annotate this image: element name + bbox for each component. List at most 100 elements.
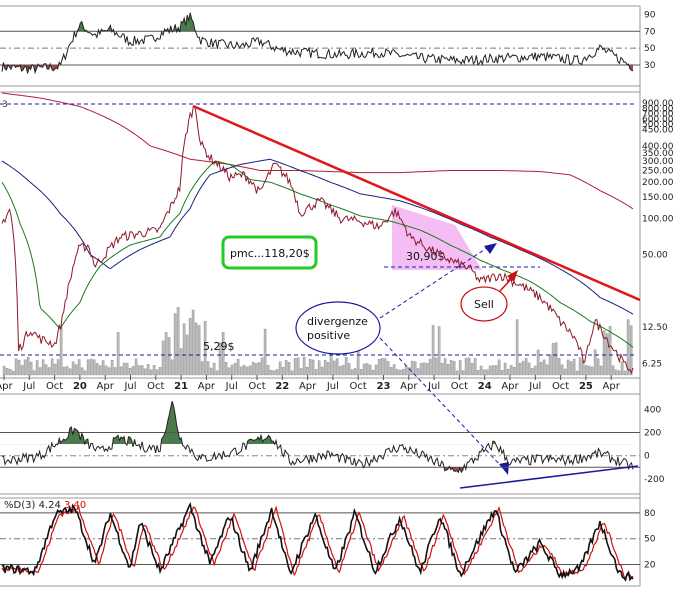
volume-bar xyxy=(389,366,393,376)
x-tick-label: Oct xyxy=(451,381,468,392)
stoch-legend-label: %D(3) xyxy=(4,500,35,511)
volume-bar xyxy=(83,370,87,376)
volume-bar xyxy=(449,360,453,376)
cci-divergence-line xyxy=(459,465,639,489)
volume-bar xyxy=(179,348,183,376)
volume-bar xyxy=(104,365,108,376)
volume-bar xyxy=(119,366,123,376)
x-tick-label: 24 xyxy=(478,381,492,392)
volume-bar xyxy=(26,356,30,376)
x-tick-label: Jul xyxy=(326,381,339,392)
volume-bar xyxy=(314,369,318,376)
volume-bar xyxy=(107,367,111,376)
volume-bar xyxy=(38,367,42,376)
volume-bar xyxy=(626,319,630,376)
x-tick-label: Apr xyxy=(501,381,519,392)
volume-bar xyxy=(602,330,606,376)
volume-bar xyxy=(539,362,543,376)
volume-bar xyxy=(230,364,234,376)
volume-bar xyxy=(293,358,297,376)
volume-bar xyxy=(221,332,225,376)
divergence-arrow-down xyxy=(499,462,509,475)
volume-bar xyxy=(155,369,159,376)
volume-bar xyxy=(281,367,285,376)
cci-tick-label: -200 xyxy=(644,475,665,485)
rsi-overbought-fill xyxy=(77,12,196,32)
volume-bar xyxy=(506,368,510,376)
volume-bar xyxy=(398,370,402,376)
price-tick-label: 250.00 xyxy=(642,166,674,176)
volume-bar xyxy=(182,323,186,376)
volume-bar xyxy=(410,360,414,376)
volume-bar xyxy=(401,369,405,376)
volume-bar xyxy=(74,364,78,376)
cci-negative-fill xyxy=(2,467,633,473)
volume-bar xyxy=(596,358,600,376)
stoch-k-line xyxy=(1,501,634,582)
volume-bar xyxy=(587,365,591,376)
x-tick-label: Apr xyxy=(97,381,115,392)
volume-bar xyxy=(473,358,477,376)
cci-tick-label: 400 xyxy=(644,405,661,415)
price-tick-label: 400.00 xyxy=(642,142,674,152)
volume-bar xyxy=(239,366,243,376)
volume-bar xyxy=(317,360,321,376)
volume-bar xyxy=(71,361,75,376)
x-tick-label: Oct xyxy=(248,381,265,392)
x-tick-label: Jul xyxy=(22,381,35,392)
volume-bar xyxy=(593,349,597,376)
volume-bar xyxy=(272,370,276,376)
volume-bar xyxy=(542,359,546,376)
volume-bar xyxy=(287,362,291,376)
price-tick-label: 200.00 xyxy=(642,178,674,188)
x-tick-label: Jul xyxy=(528,381,541,392)
volume-bar xyxy=(590,366,594,376)
volume-bar xyxy=(599,365,603,376)
rsi-line xyxy=(1,12,634,75)
volume-bar xyxy=(437,326,441,376)
volume-bar xyxy=(530,367,534,376)
volume-bar xyxy=(353,368,357,376)
ma-mid-line xyxy=(1,158,634,315)
volume-bar xyxy=(248,365,252,376)
volume-bar xyxy=(521,360,525,376)
volume-bar xyxy=(476,370,480,376)
volume-bar xyxy=(479,365,483,376)
cci-line xyxy=(1,401,634,474)
volume-bar xyxy=(557,358,561,376)
volume-bar xyxy=(512,366,516,376)
volume-bar xyxy=(491,365,495,376)
volume-bar xyxy=(386,361,390,376)
x-tick-label: 22 xyxy=(275,381,289,392)
volume-bar xyxy=(53,363,57,376)
volume-bar xyxy=(137,365,141,376)
volume-bar xyxy=(614,369,618,376)
volume-bar xyxy=(65,366,69,376)
x-tick-label: Jul xyxy=(427,381,440,392)
volume-bar xyxy=(56,359,60,376)
divergence-line-up xyxy=(379,245,491,319)
volume-bar xyxy=(335,358,339,376)
divergence-arrow-up xyxy=(484,243,497,254)
volume-bar xyxy=(218,342,222,376)
volume-bar xyxy=(269,370,273,376)
volume-bar xyxy=(266,365,270,376)
volume-bar xyxy=(116,332,120,376)
volume-bar xyxy=(14,358,18,376)
divergence-label-1: divergenze xyxy=(307,315,368,328)
volume-bar xyxy=(110,360,114,376)
volume-bar xyxy=(572,358,576,376)
price-tick-label: 700.00 xyxy=(642,110,674,120)
volume-bar xyxy=(536,349,540,376)
volume-bar xyxy=(533,365,537,376)
volume-bar xyxy=(275,369,279,376)
x-tick-label: 25 xyxy=(579,381,593,392)
ma-short-line xyxy=(1,160,634,348)
volume-bar xyxy=(563,368,567,376)
volume-bar xyxy=(194,322,198,376)
volume-bar xyxy=(242,364,246,376)
volume-bar xyxy=(320,366,324,376)
volume-bar xyxy=(197,325,201,376)
volume-bar xyxy=(299,368,303,376)
